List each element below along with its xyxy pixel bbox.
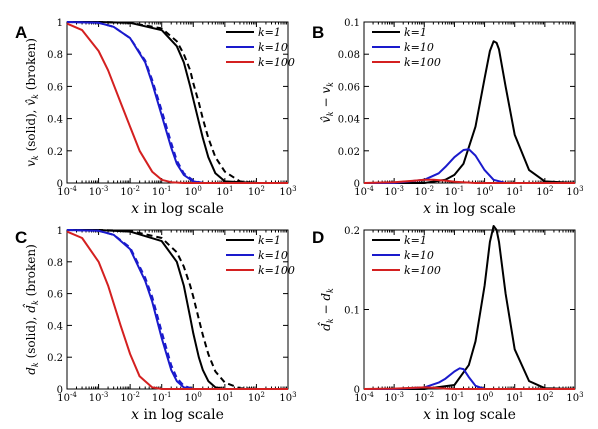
series-line-k1-solid [67,229,288,390]
x-tick-label: 102 [248,185,265,198]
panel-c: C 10-4 10-3 10-2 10-1 100 101 102 103 0 0.2 0.4 0.6 0… [15,226,297,423]
y-tick-label: 0.1 [344,18,360,29]
series-line-k1-solid [364,225,576,390]
x-tick-label: 10-3 [384,391,404,404]
panel-letter: C [15,228,27,247]
x-tick-label: 10-4 [57,391,77,404]
y-tick-label: 0.6 [47,82,63,93]
series-line-k100-solid [66,230,288,390]
y-tick-label: 0.4 [47,321,63,332]
x-tick-label: 10-1 [152,185,172,198]
series-line-k1-solid [67,21,288,184]
x-tick-label: 10-2 [120,391,140,404]
y-tick-label: 0.6 [47,290,63,301]
legend-label: k=10 [404,41,434,54]
y-axis-label: d̂k − dk [316,288,335,331]
panel-letter: A [15,23,27,42]
legend-label: k=100 [404,264,441,277]
x-tick-label: 101 [216,391,233,404]
series-line-k10-dashed [66,229,288,390]
x-tick-label: 101 [506,185,523,198]
x-tick-label: 10-4 [57,185,77,198]
x-tick-label: 10-2 [415,185,435,198]
series-line-k1-dashed [67,21,288,184]
series-line-k1-solid [364,40,576,184]
y-tick-label: 0.8 [47,50,63,61]
y-tick-label: 0.02 [338,147,360,158]
x-tick-label: 10-3 [384,185,404,198]
x-tick-label: 102 [536,391,553,404]
y-tick-label: 0.08 [338,50,360,61]
x-tick-label: 101 [216,185,233,198]
legend-label: k=10 [258,249,288,262]
y-tick-label: 0 [57,179,63,190]
series-line-k100-solid [363,178,575,184]
x-axis-label: x in log scale [131,407,224,423]
legend-label: k=10 [404,249,434,262]
x-tick-label: 100 [185,391,202,404]
y-tick-label: 0 [354,179,360,190]
y-tick-label: 0.2 [344,226,360,237]
series-line-k10-solid [364,148,575,184]
series-line-k1-dashed [67,229,288,390]
y-tick-label: 0.8 [47,258,63,269]
x-tick-label: 10-1 [445,185,465,198]
y-axis-label: dk (solid), d̂k (broken) [21,244,40,375]
legend-label: k=1 [258,26,281,39]
y-tick-label: 0.2 [47,147,63,158]
legend-label: k=1 [404,26,427,39]
x-tick-label: 100 [476,185,493,198]
x-tick-label: 10-3 [89,391,109,404]
legend-label: k=1 [404,234,427,247]
y-axis-label: v̂k − vk [319,82,335,123]
legend-label: k=100 [258,264,295,277]
x-tick-label: 100 [185,185,202,198]
series-line-k100-solid [363,386,575,390]
y-tick-label: 1 [57,226,63,237]
plot-frame [66,229,289,390]
x-axis-label: x in log scale [423,407,516,423]
y-tick-label: 1 [57,18,63,29]
x-tick-label: 102 [536,185,553,198]
x-tick-label: 103 [279,185,296,198]
legend-label: k=10 [258,41,288,54]
x-tick-label: 103 [566,185,583,198]
legend-label: k=1 [258,234,281,247]
legend-label: k=100 [404,56,441,69]
panel-letter: B [312,23,324,42]
x-tick-label: 103 [566,391,583,404]
x-axis-label: x in log scale [423,201,516,217]
panel-a: A 10-4 10-3 10-2 10-1 100 101 102 103 0 0.2 0.4 0.6 0… [15,18,297,217]
y-tick-label: 0 [354,385,360,396]
series-line-k10-solid [364,367,575,390]
x-axis-label: x in log scale [131,201,224,217]
x-tick-label: 10-2 [120,185,140,198]
x-tick-label: 10-1 [445,391,465,404]
x-tick-label: 10-1 [152,391,172,404]
y-tick-label: 0.04 [338,115,360,126]
series-line-k10-solid [66,229,288,390]
x-tick-label: 102 [248,391,265,404]
x-tick-label: 10-3 [89,185,109,198]
y-tick-label: 0 [57,385,63,396]
y-axis-label: vk (solid), v̂k (broken) [24,38,40,167]
panel-b: B 10-4 10-3 10-2 10-1 100 101 102 103 0 0.02 0.04 0.… [312,18,584,217]
y-tick-label: 0.4 [47,115,63,126]
x-tick-label: 100 [476,391,493,404]
y-tick-label: 0.06 [338,82,360,93]
legend-label: k=100 [258,56,295,69]
x-tick-label: 103 [279,391,296,404]
panel-letter: D [312,228,324,247]
y-tick-label: 0.2 [47,353,63,364]
series-line-k100-solid [66,22,288,184]
x-tick-label: 101 [506,391,523,404]
x-tick-label: 10-2 [415,391,435,404]
x-tick-label: 10-4 [354,391,374,404]
x-tick-label: 10-4 [354,185,374,198]
y-tick-label: 0.1 [344,306,360,317]
panel-d: D 10-4 10-3 10-2 10-1 100 101 102 103 0 0.1 0.2 x in… [312,225,584,423]
